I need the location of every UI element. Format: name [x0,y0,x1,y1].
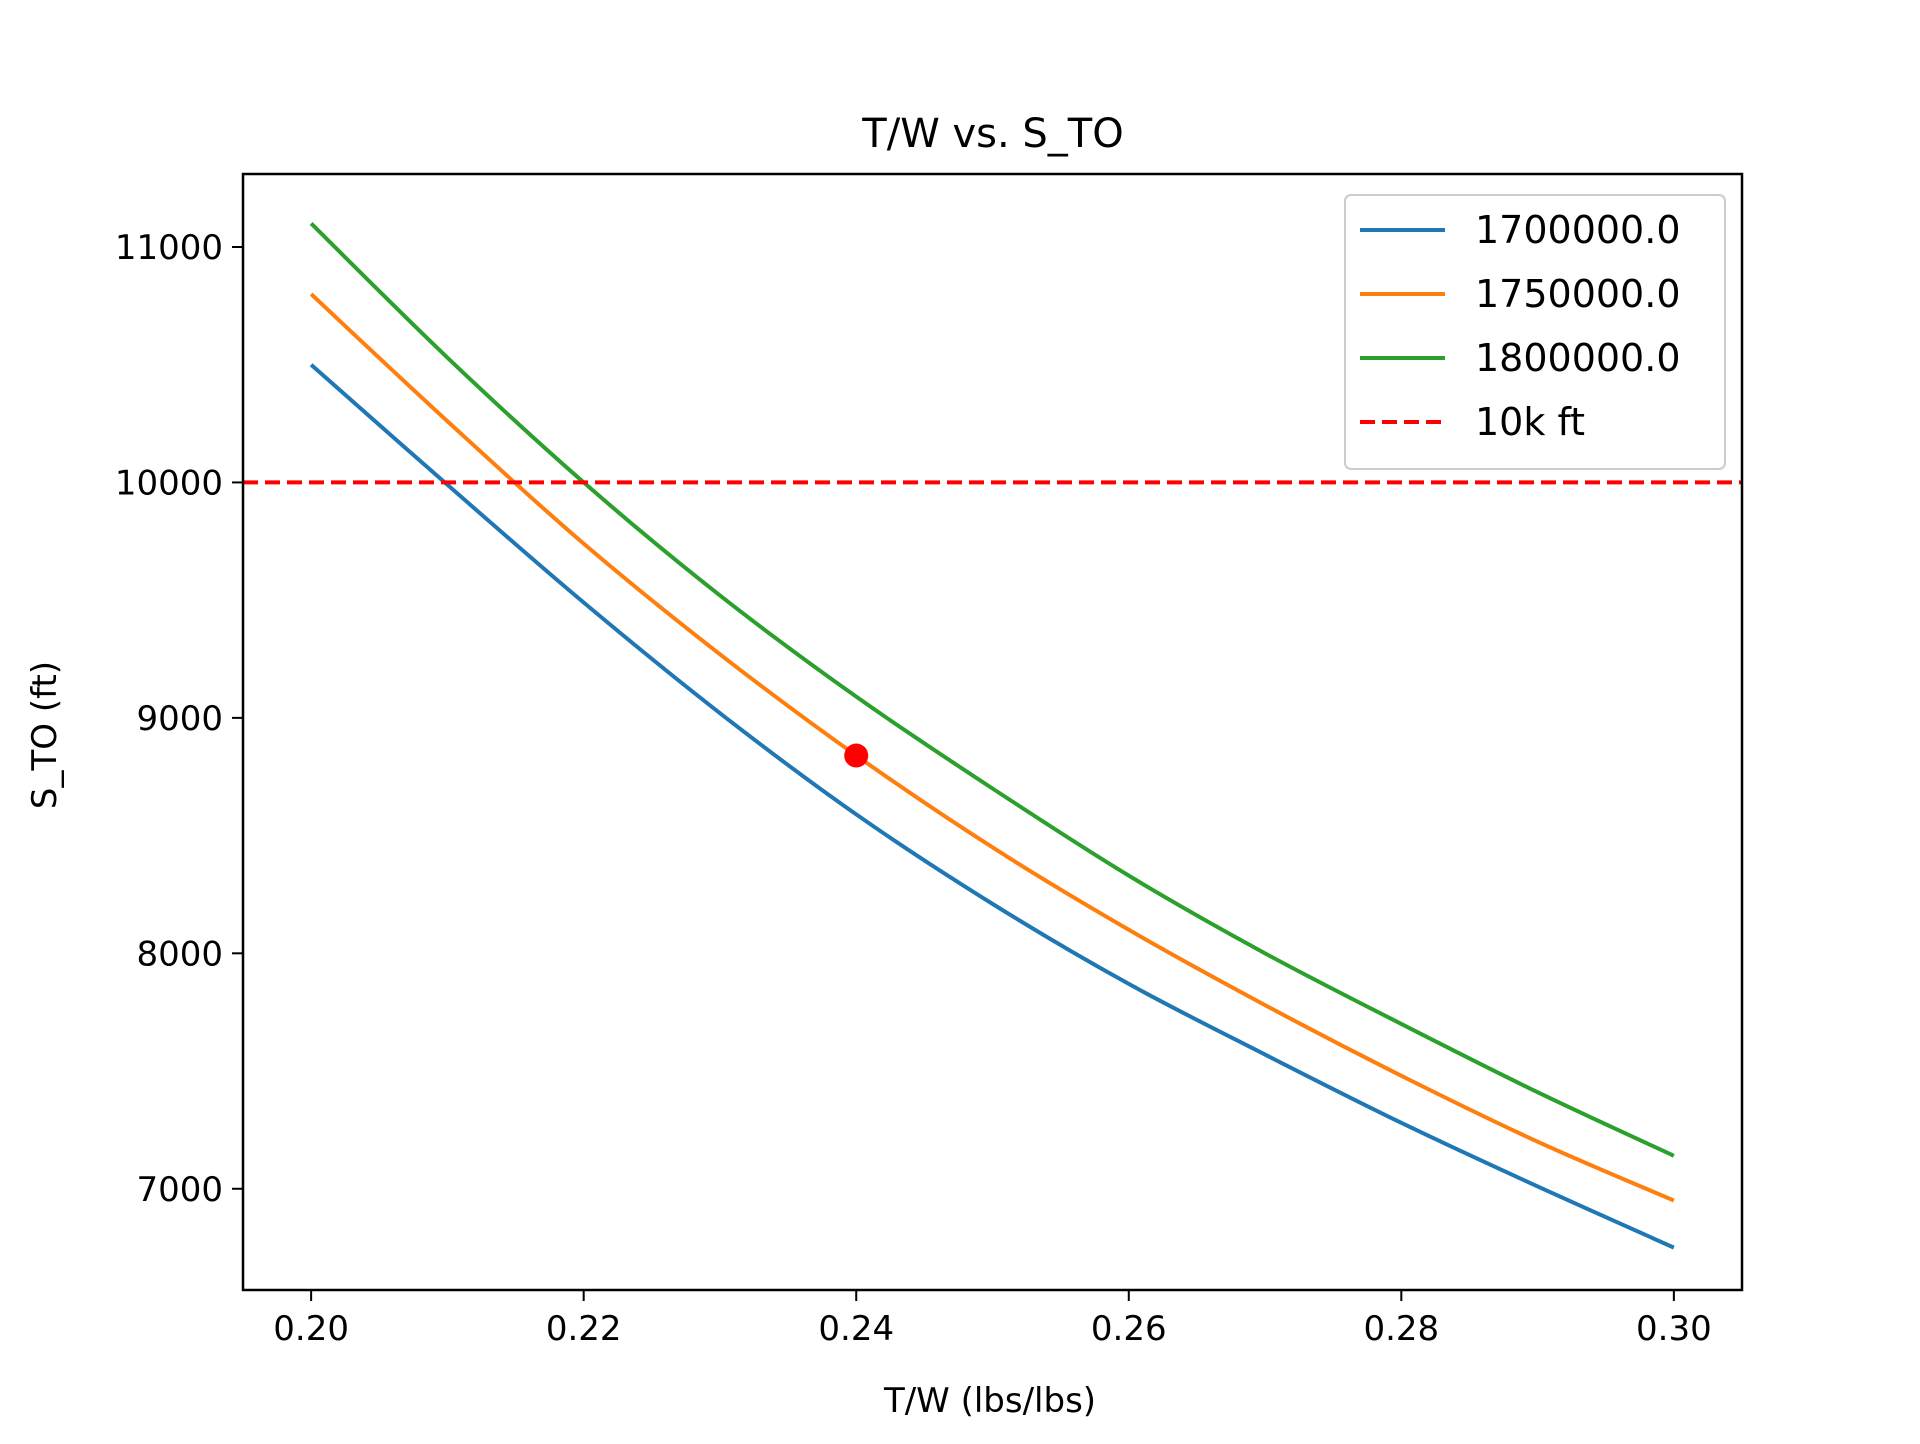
axes-frame [241,172,1744,1292]
legend-label-4: 10k ft [1475,400,1585,444]
x-tick-label: 0.30 [1636,1309,1712,1349]
x-tick-label: 0.28 [1363,1309,1439,1349]
y-tick-label: 10000 [115,463,223,503]
x-axis-label: T/W (lbs/lbs) [883,1381,1096,1421]
y-axis-label: S_TO (ft) [25,661,65,809]
legend-label-1: 1700000.0 [1475,208,1681,252]
legend-label-2: 1750000.0 [1475,272,1681,316]
y-tick-label: 9000 [136,699,223,739]
legend-box [1344,194,1726,470]
data-layer [243,222,1742,1250]
y-tick-label: 11000 [115,228,223,268]
x-tick-label: 0.24 [818,1309,894,1349]
x-tick-label: 0.20 [273,1309,349,1349]
legend: 1700000.0 1750000.0 1800000.0 10k ft [1344,194,1726,470]
chart-title: T/W vs. S_TO [861,111,1123,157]
legend-label-3: 1800000.0 [1475,336,1681,380]
series-line-3 [309,222,1675,1158]
y-tick-label: 8000 [136,934,223,974]
x-tick-label: 0.26 [1091,1309,1167,1349]
data-point-marker-1 [844,743,869,768]
x-tick-label: 0.22 [546,1309,622,1349]
plot-area: 0.20 0.22 0.24 0.26 0.28 0.30 7000 8000 9000 1000… [115,172,1744,1349]
y-tick-label: 7000 [136,1170,223,1210]
series-line-1 [309,363,1675,1250]
series-line-2 [309,292,1675,1203]
